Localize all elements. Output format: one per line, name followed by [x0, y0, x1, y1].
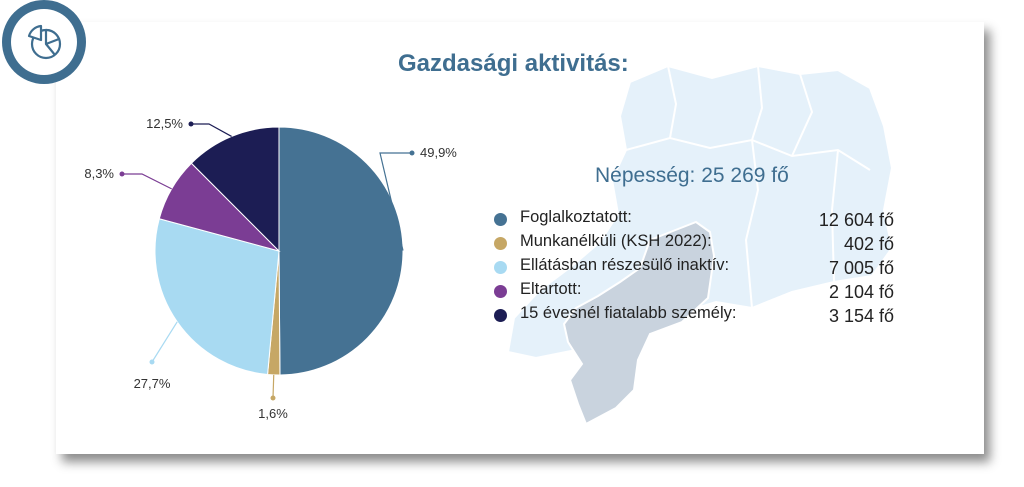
legend-value: 12 604 fő	[818, 210, 894, 230]
leader-dot	[149, 359, 155, 365]
pie-slice	[278, 126, 404, 376]
pie-slice	[154, 218, 280, 376]
leader-line	[272, 374, 275, 399]
legend-value: 3 154 fő	[828, 306, 894, 326]
leader-line	[379, 152, 412, 251]
page-title: Gazdasági aktivitás:	[398, 50, 629, 77]
legend-label: Foglalkoztatott:	[520, 208, 632, 226]
legend-dot	[494, 309, 507, 322]
legend-label: Ellátásban részesülő inaktív:	[520, 256, 730, 274]
legend-value: 7 005 fő	[828, 258, 894, 278]
leader-line	[122, 173, 172, 190]
legend-item: 15 évesnél fiatalabb személy: 3 154 fő	[492, 303, 902, 327]
percent-label: 12,5%	[146, 116, 183, 131]
percent-label: 49,9%	[420, 145, 457, 160]
leader-dot	[119, 171, 125, 177]
legend-item: Eltartott: 2 104 fő	[492, 279, 902, 303]
legend-value: 2 104 fő	[828, 282, 894, 302]
population-label: Népesség: 25 269 fő	[595, 164, 789, 187]
percent-label: 1,6%	[258, 406, 288, 421]
legend-label: Eltartott:	[520, 280, 582, 298]
legend: Foglalkoztatott: 12 604 fő Munkanélküli (…	[492, 207, 902, 327]
leader-line	[191, 123, 232, 137]
percent-label: 27,7%	[134, 376, 171, 391]
chart-badge	[2, 0, 86, 84]
percent-label: 8,3%	[84, 166, 114, 181]
region-map	[506, 64, 894, 426]
legend-item: Foglalkoztatott: 12 604 fő	[492, 207, 902, 231]
leader-dot	[188, 121, 194, 127]
legend-label: Munkanélküli (KSH 2022):	[520, 232, 712, 250]
legend-item: Ellátásban részesülő inaktív: 7 005 fő	[492, 255, 902, 279]
legend-dot	[494, 237, 507, 250]
pie-slice	[190, 126, 280, 253]
pie-chart-icon	[27, 24, 62, 60]
legend-item: Munkanélküli (KSH 2022): 402 fő	[492, 231, 902, 255]
legend-value: 402 fő	[843, 234, 894, 254]
legend-label: 15 évesnél fiatalabb személy:	[520, 304, 737, 322]
leader-line	[151, 321, 178, 363]
leader-dot	[270, 395, 276, 401]
legend-dot	[494, 213, 507, 226]
leader-dot	[409, 150, 415, 156]
legend-dot	[494, 285, 507, 298]
legend-dot	[494, 261, 507, 274]
pie-chart: 49,9% 1,6% 27,7% 8,3% 12,5%	[84, 116, 457, 421]
